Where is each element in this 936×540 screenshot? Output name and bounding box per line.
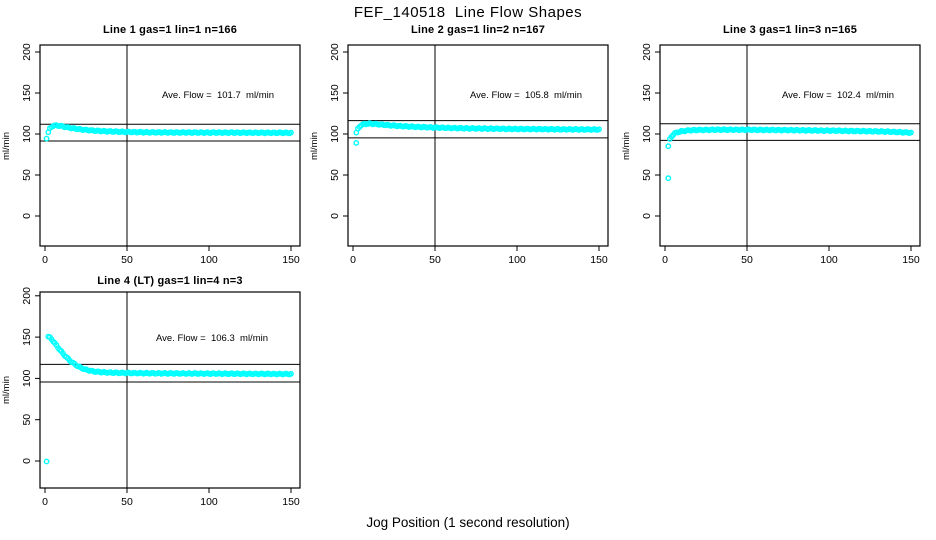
x-tick-label: 100 (508, 254, 526, 266)
panel-line-2: Line 2 gas=1 lin=2 n=167 ml/min Ave. Flo… (308, 20, 618, 270)
y-tick-label: 200 (641, 43, 653, 61)
line-4-plot-svg: Line 4 (LT) gas=1 lin=4 n=3 ml/min Ave. … (1, 275, 301, 508)
x-axis-title: Jog Position (1 second resolution) (366, 515, 570, 530)
y-tick-label: 150 (641, 84, 653, 102)
ave-flow-annotation: Ave. Flow = 101.7 ml/min (162, 90, 274, 101)
ave-flow-annotation: Ave. Flow = 106.3 ml/min (156, 333, 268, 344)
x-tick-label: 150 (902, 254, 920, 266)
plot-box (39, 44, 301, 247)
data-point (665, 143, 672, 150)
data-point (288, 129, 294, 136)
y-tick-label: 0 (21, 213, 33, 219)
plot-box (347, 44, 609, 247)
panel-title: Line 3 gas=1 lin=3 n=165 (723, 24, 857, 36)
plot-content: 0 50 100 150 0 50 100 150 200 (21, 43, 300, 266)
plot-box (39, 291, 301, 489)
x-tick-label: 0 (42, 496, 48, 508)
y-tick-label: 200 (21, 43, 33, 61)
x-tick-label: 0 (350, 254, 356, 266)
x-tick-label: 50 (741, 254, 753, 266)
line-2-plot-svg: Line 2 gas=1 lin=2 n=167 ml/min Ave. Flo… (309, 24, 609, 266)
data-point (908, 129, 914, 136)
y-tick-label: 100 (329, 125, 341, 143)
plot-box (659, 44, 921, 247)
y-tick-label: 100 (641, 125, 653, 143)
y-tick-label: 200 (329, 43, 341, 61)
x-tick-label: 0 (662, 254, 668, 266)
x-tick-label: 150 (590, 254, 608, 266)
panel-title: Line 4 (LT) gas=1 lin=4 n=3 (97, 275, 243, 287)
y-tick-label: 50 (329, 169, 341, 181)
y-tick-label: 150 (21, 328, 33, 346)
y-axis-label: ml/min (1, 132, 12, 160)
y-tick-label: 50 (21, 169, 33, 181)
data-point (43, 458, 50, 465)
data-point (665, 175, 672, 182)
plot-content: 0 50 100 150 0 50 100 150 200 (641, 43, 920, 266)
data-point (43, 135, 50, 142)
plot-content: 0 50 100 150 0 50 100 150 200 (21, 287, 300, 508)
x-tick-label: 100 (820, 254, 838, 266)
y-tick-label: 150 (21, 84, 33, 102)
x-tick-label: 150 (282, 254, 300, 266)
x-tick-label: 50 (429, 254, 441, 266)
panel-line-1: Line 1 gas=1 lin=1 n=166 ml/min Ave. Flo… (0, 20, 310, 270)
x-tick-label: 50 (121, 254, 133, 266)
figure-title: FEF_140518 Line Flow Shapes (353, 4, 583, 21)
panel-title: Line 2 gas=1 lin=2 n=167 (411, 24, 545, 36)
y-axis-label: ml/min (621, 132, 632, 160)
y-tick-label: 50 (21, 414, 33, 426)
x-tick-label: 100 (200, 254, 218, 266)
y-tick-label: 0 (641, 213, 653, 219)
y-tick-label: 100 (21, 369, 33, 387)
y-tick-label: 150 (329, 84, 341, 102)
y-axis-label: ml/min (309, 132, 320, 160)
data-point (353, 140, 360, 146)
x-tick-label: 0 (42, 254, 48, 266)
data-point (596, 126, 602, 133)
ave-flow-annotation: Ave. Flow = 102.4 ml/min (782, 90, 894, 101)
y-tick-label: 200 (21, 287, 33, 305)
x-tick-label: 100 (200, 496, 218, 508)
y-tick-label: 0 (329, 213, 341, 219)
x-tick-label: 50 (121, 496, 133, 508)
y-axis-label: ml/min (1, 376, 12, 404)
panel-line-3: Line 3 gas=1 lin=3 n=165 ml/min Ave. Flo… (620, 20, 930, 270)
y-tick-label: 0 (21, 458, 33, 464)
panel-title: Line 1 gas=1 lin=1 n=166 (103, 24, 237, 36)
line-1-plot-svg: Line 1 gas=1 lin=1 n=166 ml/min Ave. Flo… (1, 24, 301, 266)
x-tick-label: 150 (282, 496, 300, 508)
ave-flow-annotation: Ave. Flow = 105.8 ml/min (470, 90, 582, 101)
y-tick-label: 50 (641, 169, 653, 181)
y-tick-label: 100 (21, 125, 33, 143)
panel-line-4: Line 4 (LT) gas=1 lin=4 n=3 ml/min Ave. … (0, 270, 310, 520)
plot-content: 0 50 100 150 0 50 100 150 200 (329, 43, 608, 266)
data-point (288, 370, 294, 377)
line-3-plot-svg: Line 3 gas=1 lin=3 n=165 ml/min Ave. Flo… (621, 24, 921, 266)
